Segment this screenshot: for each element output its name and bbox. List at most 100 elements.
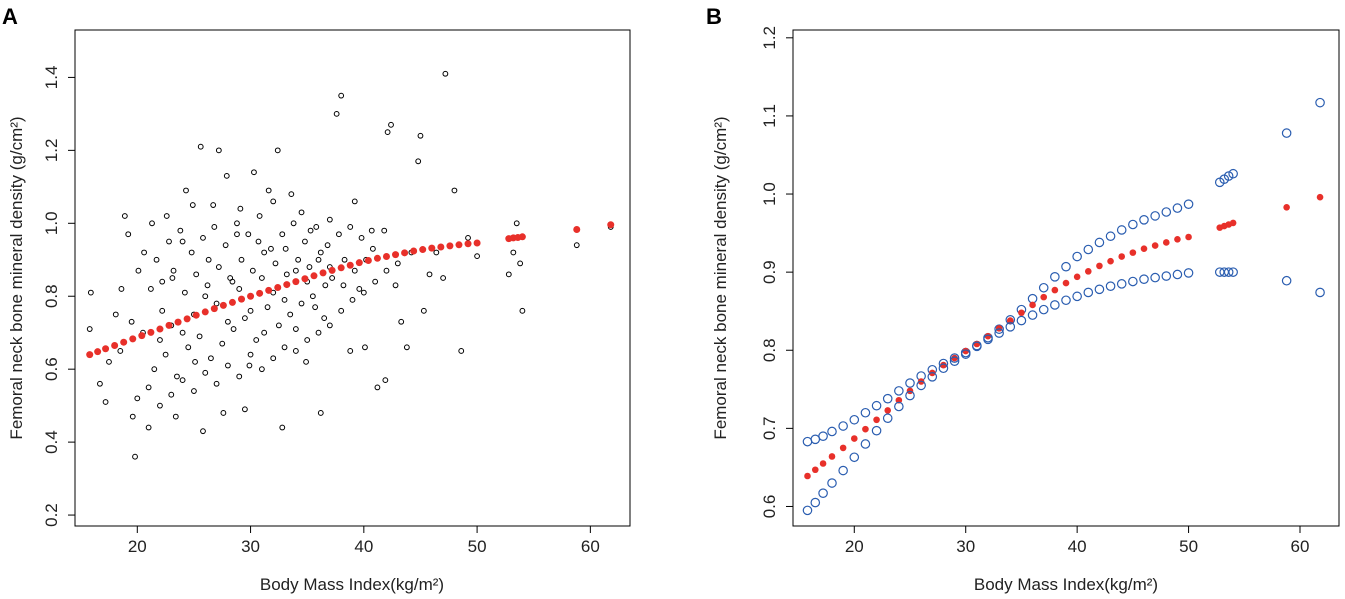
x-tick-label: 20 xyxy=(845,537,864,556)
observed-point xyxy=(125,231,132,238)
observed-point xyxy=(360,289,367,296)
ci-point xyxy=(1072,291,1082,302)
ci-point xyxy=(1061,295,1071,306)
fit-point xyxy=(1073,273,1081,281)
ci-point xyxy=(860,439,871,449)
ci-point xyxy=(1161,207,1172,217)
ci-point xyxy=(994,328,1004,338)
ci-point xyxy=(1005,322,1016,332)
observed-point xyxy=(279,231,286,238)
fit-point xyxy=(473,239,481,247)
ci-point xyxy=(1094,284,1105,295)
ci-point xyxy=(1281,128,1292,138)
ci-point xyxy=(1083,287,1094,298)
observed-point xyxy=(369,245,376,252)
observed-point xyxy=(255,238,262,245)
fit-point xyxy=(1029,301,1036,309)
ci-point xyxy=(818,431,828,441)
observed-point xyxy=(295,256,302,263)
observed-point xyxy=(351,198,358,205)
ci-point xyxy=(960,349,971,359)
fit-point xyxy=(228,298,236,306)
fit-point xyxy=(804,472,811,480)
ci-point xyxy=(1072,251,1082,262)
y-tick-label: 0.4 xyxy=(42,430,61,454)
observed-point xyxy=(433,249,440,256)
observed-point xyxy=(179,329,186,336)
observed-point xyxy=(281,296,288,303)
ci-point xyxy=(894,386,904,396)
ci-point xyxy=(860,407,871,418)
observed-point xyxy=(368,227,375,234)
fit-point xyxy=(219,301,227,309)
observed-point xyxy=(222,242,229,249)
observed-point xyxy=(340,282,347,289)
fit-point xyxy=(111,341,119,349)
observed-point xyxy=(374,384,381,391)
observed-point xyxy=(274,147,281,154)
ci-point xyxy=(949,353,960,363)
ci-point xyxy=(1050,300,1060,310)
ci-point xyxy=(1228,267,1238,277)
observed-point xyxy=(241,315,248,322)
observed-point xyxy=(179,377,186,384)
observed-point xyxy=(179,238,186,245)
fit-point xyxy=(102,345,110,353)
observed-point xyxy=(149,220,155,227)
observed-point xyxy=(270,198,277,205)
fit-point xyxy=(301,275,309,283)
observed-point xyxy=(237,205,244,212)
x-tick-label: 20 xyxy=(128,537,147,556)
fit-point xyxy=(138,332,146,340)
observed-point xyxy=(349,296,356,303)
ci-point xyxy=(802,505,813,516)
observed-point xyxy=(307,227,314,234)
observed-point xyxy=(213,380,220,387)
observed-point xyxy=(134,395,141,402)
observed-point xyxy=(298,209,305,216)
ci-point xyxy=(905,378,915,388)
observed-point xyxy=(292,326,299,332)
observed-point xyxy=(189,202,196,208)
y-tick-label: 0.2 xyxy=(42,503,61,527)
fit-point xyxy=(337,264,345,272)
fit-point xyxy=(165,321,173,329)
ci-point xyxy=(810,497,821,508)
fit-point xyxy=(1229,219,1237,227)
fit-point xyxy=(392,251,400,259)
fit-point xyxy=(1096,262,1103,270)
ci-point xyxy=(882,413,893,424)
fit-point xyxy=(147,328,155,336)
fit-point xyxy=(1040,293,1048,301)
observed-point xyxy=(247,307,254,314)
fit-point xyxy=(174,318,182,326)
observed-point xyxy=(166,238,172,245)
ci-point xyxy=(818,488,828,498)
panel-a-x-axis-title: Body Mass Index(kg/m²) xyxy=(260,575,444,594)
fit-point xyxy=(283,281,291,289)
ci-point xyxy=(1161,271,1172,281)
fit-point xyxy=(1283,204,1290,211)
fit-point xyxy=(1118,253,1126,260)
observed-point xyxy=(272,260,279,267)
fit-point xyxy=(1084,268,1092,275)
fit-point xyxy=(464,240,472,248)
fit-point xyxy=(94,348,102,356)
observed-point xyxy=(211,224,218,230)
observed-point xyxy=(174,373,180,380)
x-tick-label: 50 xyxy=(468,537,487,556)
ci-point xyxy=(994,324,1004,334)
ci-point xyxy=(1005,314,1016,325)
ci-point xyxy=(949,356,960,366)
fit-point xyxy=(1129,249,1137,256)
observed-point xyxy=(440,275,447,281)
panel-a-y-ticks: 0.2 0.4 0.6 0.8 1.0 1.2 1.4 xyxy=(42,66,75,527)
observed-point xyxy=(415,158,422,165)
observed-point xyxy=(202,293,209,300)
ci-point xyxy=(1315,97,1325,108)
observed-point xyxy=(356,286,363,292)
observed-point xyxy=(238,256,245,263)
panel-a-y-axis-title: Femoral neck bone mineral density (g/cm²… xyxy=(7,116,26,439)
fit-point xyxy=(573,225,581,233)
observed-point xyxy=(202,369,209,376)
